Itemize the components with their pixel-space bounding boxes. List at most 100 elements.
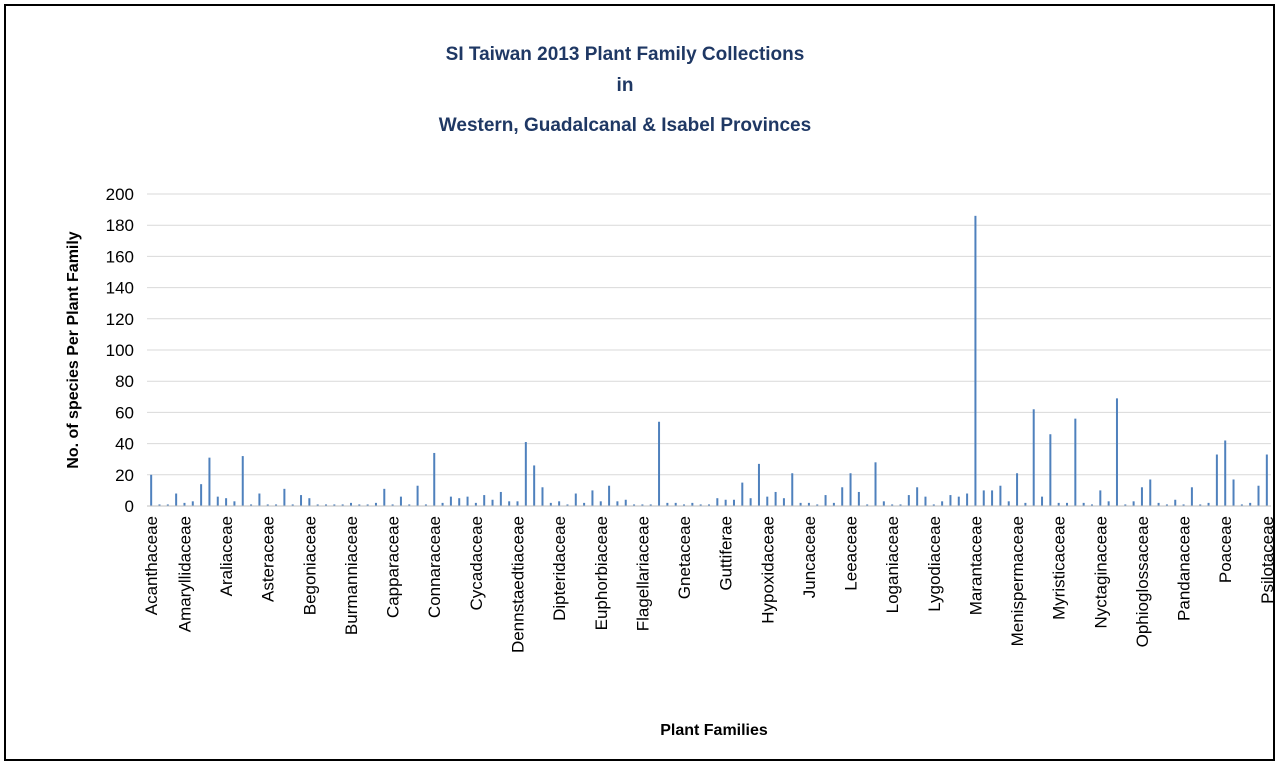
bar: [599, 501, 602, 506]
bar: [408, 504, 411, 506]
chart-title: SI Taiwan 2013 Plant Family Collections …: [439, 44, 811, 136]
x-tick-label: Connaraceae: [425, 516, 444, 618]
bar: [1165, 504, 1168, 506]
bar: [816, 504, 819, 506]
bar: [841, 487, 844, 506]
x-tick-label: Guttiferae: [717, 516, 736, 591]
bar: [466, 496, 469, 506]
bar: [658, 421, 661, 506]
bar: [957, 496, 960, 506]
x-tick-label: Leeaceae: [842, 516, 861, 591]
bar: [358, 504, 361, 506]
bar: [757, 463, 760, 506]
bar: [882, 501, 885, 506]
bar: [1099, 490, 1102, 506]
bar: [166, 504, 169, 506]
bar: [291, 504, 294, 506]
bar: [1115, 398, 1118, 506]
bar: [1090, 504, 1093, 506]
bar: [341, 504, 344, 506]
bar: [991, 490, 994, 506]
bar: [399, 496, 402, 506]
bar: [191, 501, 194, 506]
bar: [499, 491, 502, 506]
bar: [941, 501, 944, 506]
bar: [266, 504, 269, 506]
bar: [999, 485, 1002, 506]
bar: [716, 498, 719, 506]
bar: [982, 490, 985, 506]
y-tick-label: 40: [115, 435, 134, 454]
bar: [491, 499, 494, 506]
bar: [683, 504, 686, 506]
y-tick-label: 120: [106, 310, 134, 329]
y-tick-label: 160: [106, 247, 134, 266]
bar: [1157, 502, 1160, 506]
x-tick-label: Dennstaedtiaceae: [509, 516, 528, 653]
x-tick-label: Myristicaceae: [1050, 516, 1069, 620]
y-tick-label: 180: [106, 216, 134, 235]
chart-title-line-3: Western, Guadalcanal & Isabel Provinces: [439, 115, 811, 136]
y-tick-label: 0: [125, 497, 134, 516]
bar: [899, 504, 902, 506]
bar: [158, 504, 161, 506]
bar: [1215, 454, 1218, 506]
chart-frame: SI Taiwan 2013 Plant Family Collections …: [4, 4, 1275, 761]
bar: [258, 493, 261, 506]
x-tick-label: Amaryllidaceae: [175, 516, 194, 632]
x-tick-label: Acanthaceae: [142, 516, 161, 615]
x-axis-ticks: Acanthaceae Amaryllidaceae Araliaceae Aster…: [142, 516, 1273, 653]
bar: [891, 504, 894, 506]
x-tick-label: Flagellariaceae: [633, 516, 652, 631]
y-axis-title: No. of species Per Plant Family: [65, 231, 82, 469]
x-tick-label: Capparaceae: [384, 516, 403, 618]
bar: [1074, 418, 1077, 506]
bar: [1199, 504, 1202, 506]
bar: [325, 504, 328, 506]
bar: [616, 501, 619, 506]
bar: [533, 465, 536, 506]
bar: [824, 495, 827, 506]
bar: [391, 504, 394, 506]
x-tick-label: Araliaceae: [217, 516, 236, 596]
bar: [1107, 501, 1110, 506]
bar: [349, 502, 352, 506]
bar: [225, 498, 228, 506]
bar: [749, 498, 752, 506]
bar: [1249, 502, 1252, 506]
bar: [508, 501, 511, 506]
bar: [1140, 487, 1143, 506]
bar: [799, 502, 802, 506]
bar: [608, 485, 611, 506]
bar: [1032, 409, 1035, 506]
bar: [308, 498, 311, 506]
bar: [558, 501, 561, 506]
x-tick-label: Dipteridaceae: [550, 516, 569, 621]
bar: [1016, 473, 1019, 506]
bar: [591, 490, 594, 506]
bar: [1174, 499, 1177, 506]
bar: [1132, 501, 1135, 506]
bar: [1066, 502, 1069, 506]
bar: [474, 502, 477, 506]
bar: [666, 502, 669, 506]
bar: [832, 502, 835, 506]
bar: [924, 496, 927, 506]
bar: [1257, 485, 1260, 506]
bar: [1240, 504, 1243, 506]
bar: [1024, 502, 1027, 506]
bar: [458, 498, 461, 506]
bar: [366, 504, 369, 506]
x-tick-label: Marantaceae: [966, 516, 985, 615]
bar: [524, 442, 527, 506]
y-tick-label: 80: [115, 372, 134, 391]
bar: [1182, 504, 1185, 506]
x-tick-label: Pandanaceae: [1175, 516, 1194, 621]
bar: [441, 502, 444, 506]
bar: [549, 502, 552, 506]
y-tick-label: 60: [115, 403, 134, 422]
bar: [208, 457, 211, 506]
bar: [916, 487, 919, 506]
x-tick-label: Psilotaceae: [1258, 516, 1273, 604]
bar: [624, 499, 627, 506]
